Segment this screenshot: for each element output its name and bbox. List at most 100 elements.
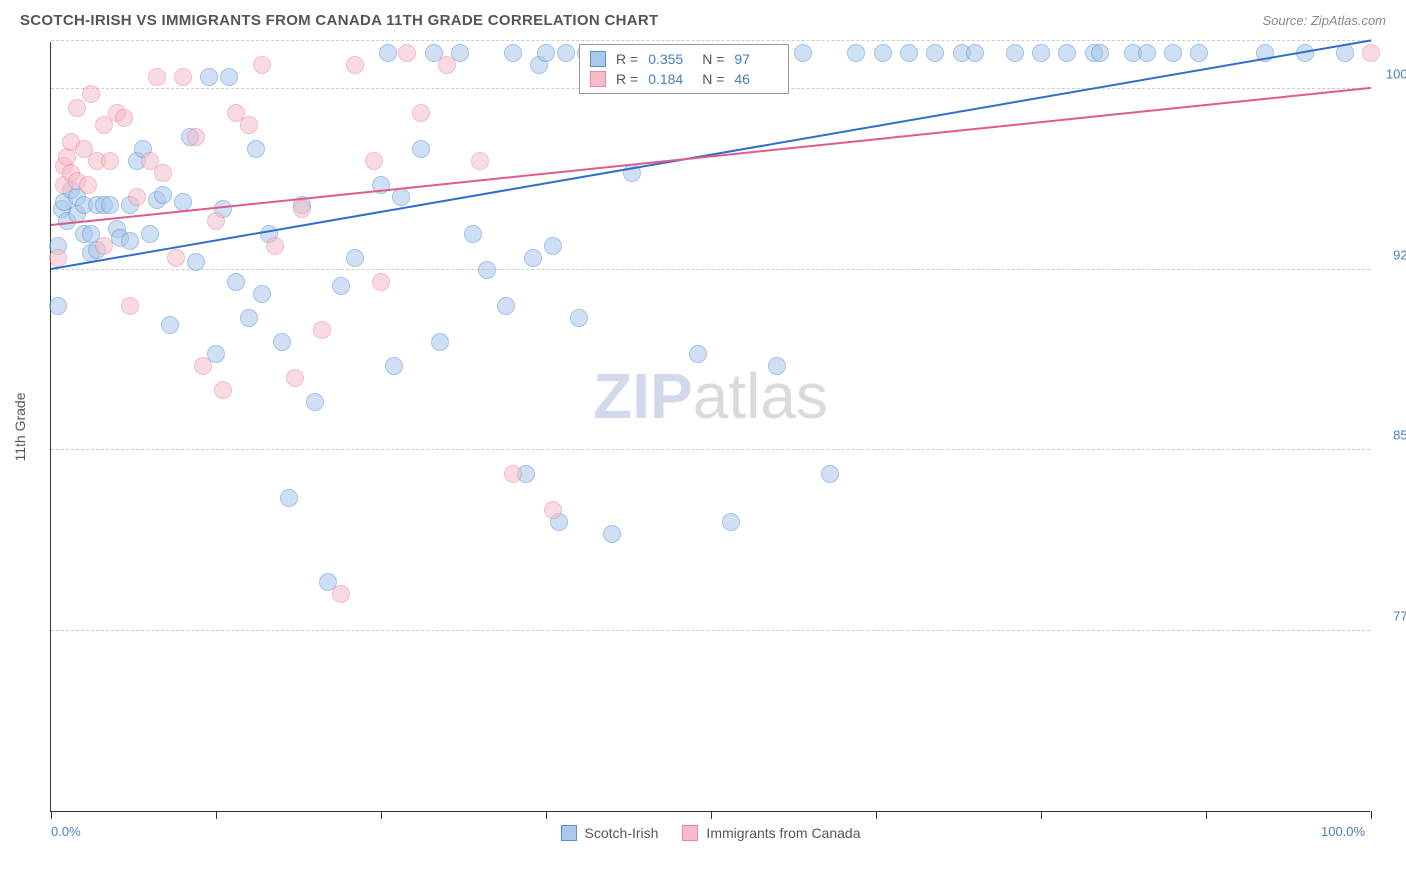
chart-container: 11th Grade ZIPatlas 77.5%85.0%92.5%100.0… bbox=[50, 42, 1386, 812]
x-tick bbox=[711, 811, 712, 819]
y-tick-label: 92.5% bbox=[1393, 247, 1406, 262]
y-tick-label: 77.5% bbox=[1393, 608, 1406, 623]
r-label: R = bbox=[616, 71, 638, 87]
data-point bbox=[154, 164, 172, 182]
data-point bbox=[557, 44, 575, 62]
data-point bbox=[68, 99, 86, 117]
r-label: R = bbox=[616, 51, 638, 67]
x-tick-label: 100.0% bbox=[1321, 824, 1365, 839]
data-point bbox=[161, 316, 179, 334]
data-point bbox=[332, 585, 350, 603]
data-point bbox=[280, 489, 298, 507]
data-point bbox=[926, 44, 944, 62]
legend-swatch bbox=[561, 825, 577, 841]
legend-label: Immigrants from Canada bbox=[706, 825, 860, 841]
data-point bbox=[273, 333, 291, 351]
x-tick bbox=[381, 811, 382, 819]
legend-swatch bbox=[590, 51, 606, 67]
data-point bbox=[1091, 44, 1109, 62]
source-attribution: Source: ZipAtlas.com bbox=[1262, 13, 1386, 28]
data-point bbox=[544, 237, 562, 255]
data-point bbox=[101, 152, 119, 170]
legend-row: R =0.184N =46 bbox=[590, 69, 778, 89]
data-point bbox=[141, 225, 159, 243]
data-point bbox=[794, 44, 812, 62]
n-label: N = bbox=[702, 71, 724, 87]
data-point bbox=[79, 176, 97, 194]
gridline bbox=[51, 269, 1370, 270]
data-point bbox=[768, 357, 786, 375]
data-point bbox=[392, 188, 410, 206]
x-tick bbox=[1206, 811, 1207, 819]
legend-item: Immigrants from Canada bbox=[682, 825, 860, 841]
data-point bbox=[174, 68, 192, 86]
data-point bbox=[1138, 44, 1156, 62]
x-tick bbox=[51, 811, 52, 819]
data-point bbox=[847, 44, 865, 62]
legend-row: R =0.355N =97 bbox=[590, 49, 778, 69]
data-point bbox=[148, 68, 166, 86]
data-point bbox=[464, 225, 482, 243]
data-point bbox=[544, 501, 562, 519]
data-point bbox=[207, 212, 225, 230]
data-point bbox=[247, 140, 265, 158]
data-point bbox=[266, 237, 284, 255]
data-point bbox=[95, 237, 113, 255]
data-point bbox=[722, 513, 740, 531]
data-point bbox=[121, 297, 139, 315]
legend-label: Scotch-Irish bbox=[585, 825, 659, 841]
series-legend: Scotch-Irish Immigrants from Canada bbox=[561, 825, 861, 841]
data-point bbox=[1362, 44, 1380, 62]
data-point bbox=[253, 56, 271, 74]
data-point bbox=[200, 68, 218, 86]
data-point bbox=[240, 309, 258, 327]
data-point bbox=[194, 357, 212, 375]
x-tick bbox=[1041, 811, 1042, 819]
x-tick bbox=[876, 811, 877, 819]
n-label: N = bbox=[702, 51, 724, 67]
data-point bbox=[313, 321, 331, 339]
data-point bbox=[346, 249, 364, 267]
data-point bbox=[438, 56, 456, 74]
data-point bbox=[900, 44, 918, 62]
data-point bbox=[101, 196, 119, 214]
gridline bbox=[51, 40, 1370, 41]
data-point bbox=[187, 253, 205, 271]
data-point bbox=[874, 44, 892, 62]
data-point bbox=[412, 104, 430, 122]
data-point bbox=[332, 277, 350, 295]
data-point bbox=[174, 193, 192, 211]
data-point bbox=[187, 128, 205, 146]
data-point bbox=[121, 232, 139, 250]
data-point bbox=[504, 44, 522, 62]
data-point bbox=[431, 333, 449, 351]
data-point bbox=[286, 369, 304, 387]
watermark: ZIPatlas bbox=[593, 359, 828, 433]
stats-legend: R =0.355N =97R =0.184N =46 bbox=[579, 44, 789, 94]
data-point bbox=[372, 273, 390, 291]
legend-item: Scotch-Irish bbox=[561, 825, 659, 841]
chart-title: SCOTCH-IRISH VS IMMIGRANTS FROM CANADA 1… bbox=[20, 12, 658, 29]
data-point bbox=[497, 297, 515, 315]
data-point bbox=[82, 85, 100, 103]
data-point bbox=[1006, 44, 1024, 62]
data-point bbox=[240, 116, 258, 134]
data-point bbox=[603, 525, 621, 543]
data-point bbox=[471, 152, 489, 170]
legend-swatch bbox=[682, 825, 698, 841]
data-point bbox=[365, 152, 383, 170]
data-point bbox=[570, 309, 588, 327]
data-point bbox=[154, 186, 172, 204]
data-point bbox=[412, 140, 430, 158]
plot-area: ZIPatlas 77.5%85.0%92.5%100.0%0.0%100.0%… bbox=[50, 42, 1370, 812]
data-point bbox=[220, 68, 238, 86]
data-point bbox=[537, 44, 555, 62]
data-point bbox=[115, 109, 133, 127]
data-point bbox=[385, 357, 403, 375]
data-point bbox=[227, 273, 245, 291]
trend-line bbox=[51, 87, 1371, 226]
data-point bbox=[346, 56, 364, 74]
data-point bbox=[1190, 44, 1208, 62]
data-point bbox=[524, 249, 542, 267]
data-point bbox=[1164, 44, 1182, 62]
